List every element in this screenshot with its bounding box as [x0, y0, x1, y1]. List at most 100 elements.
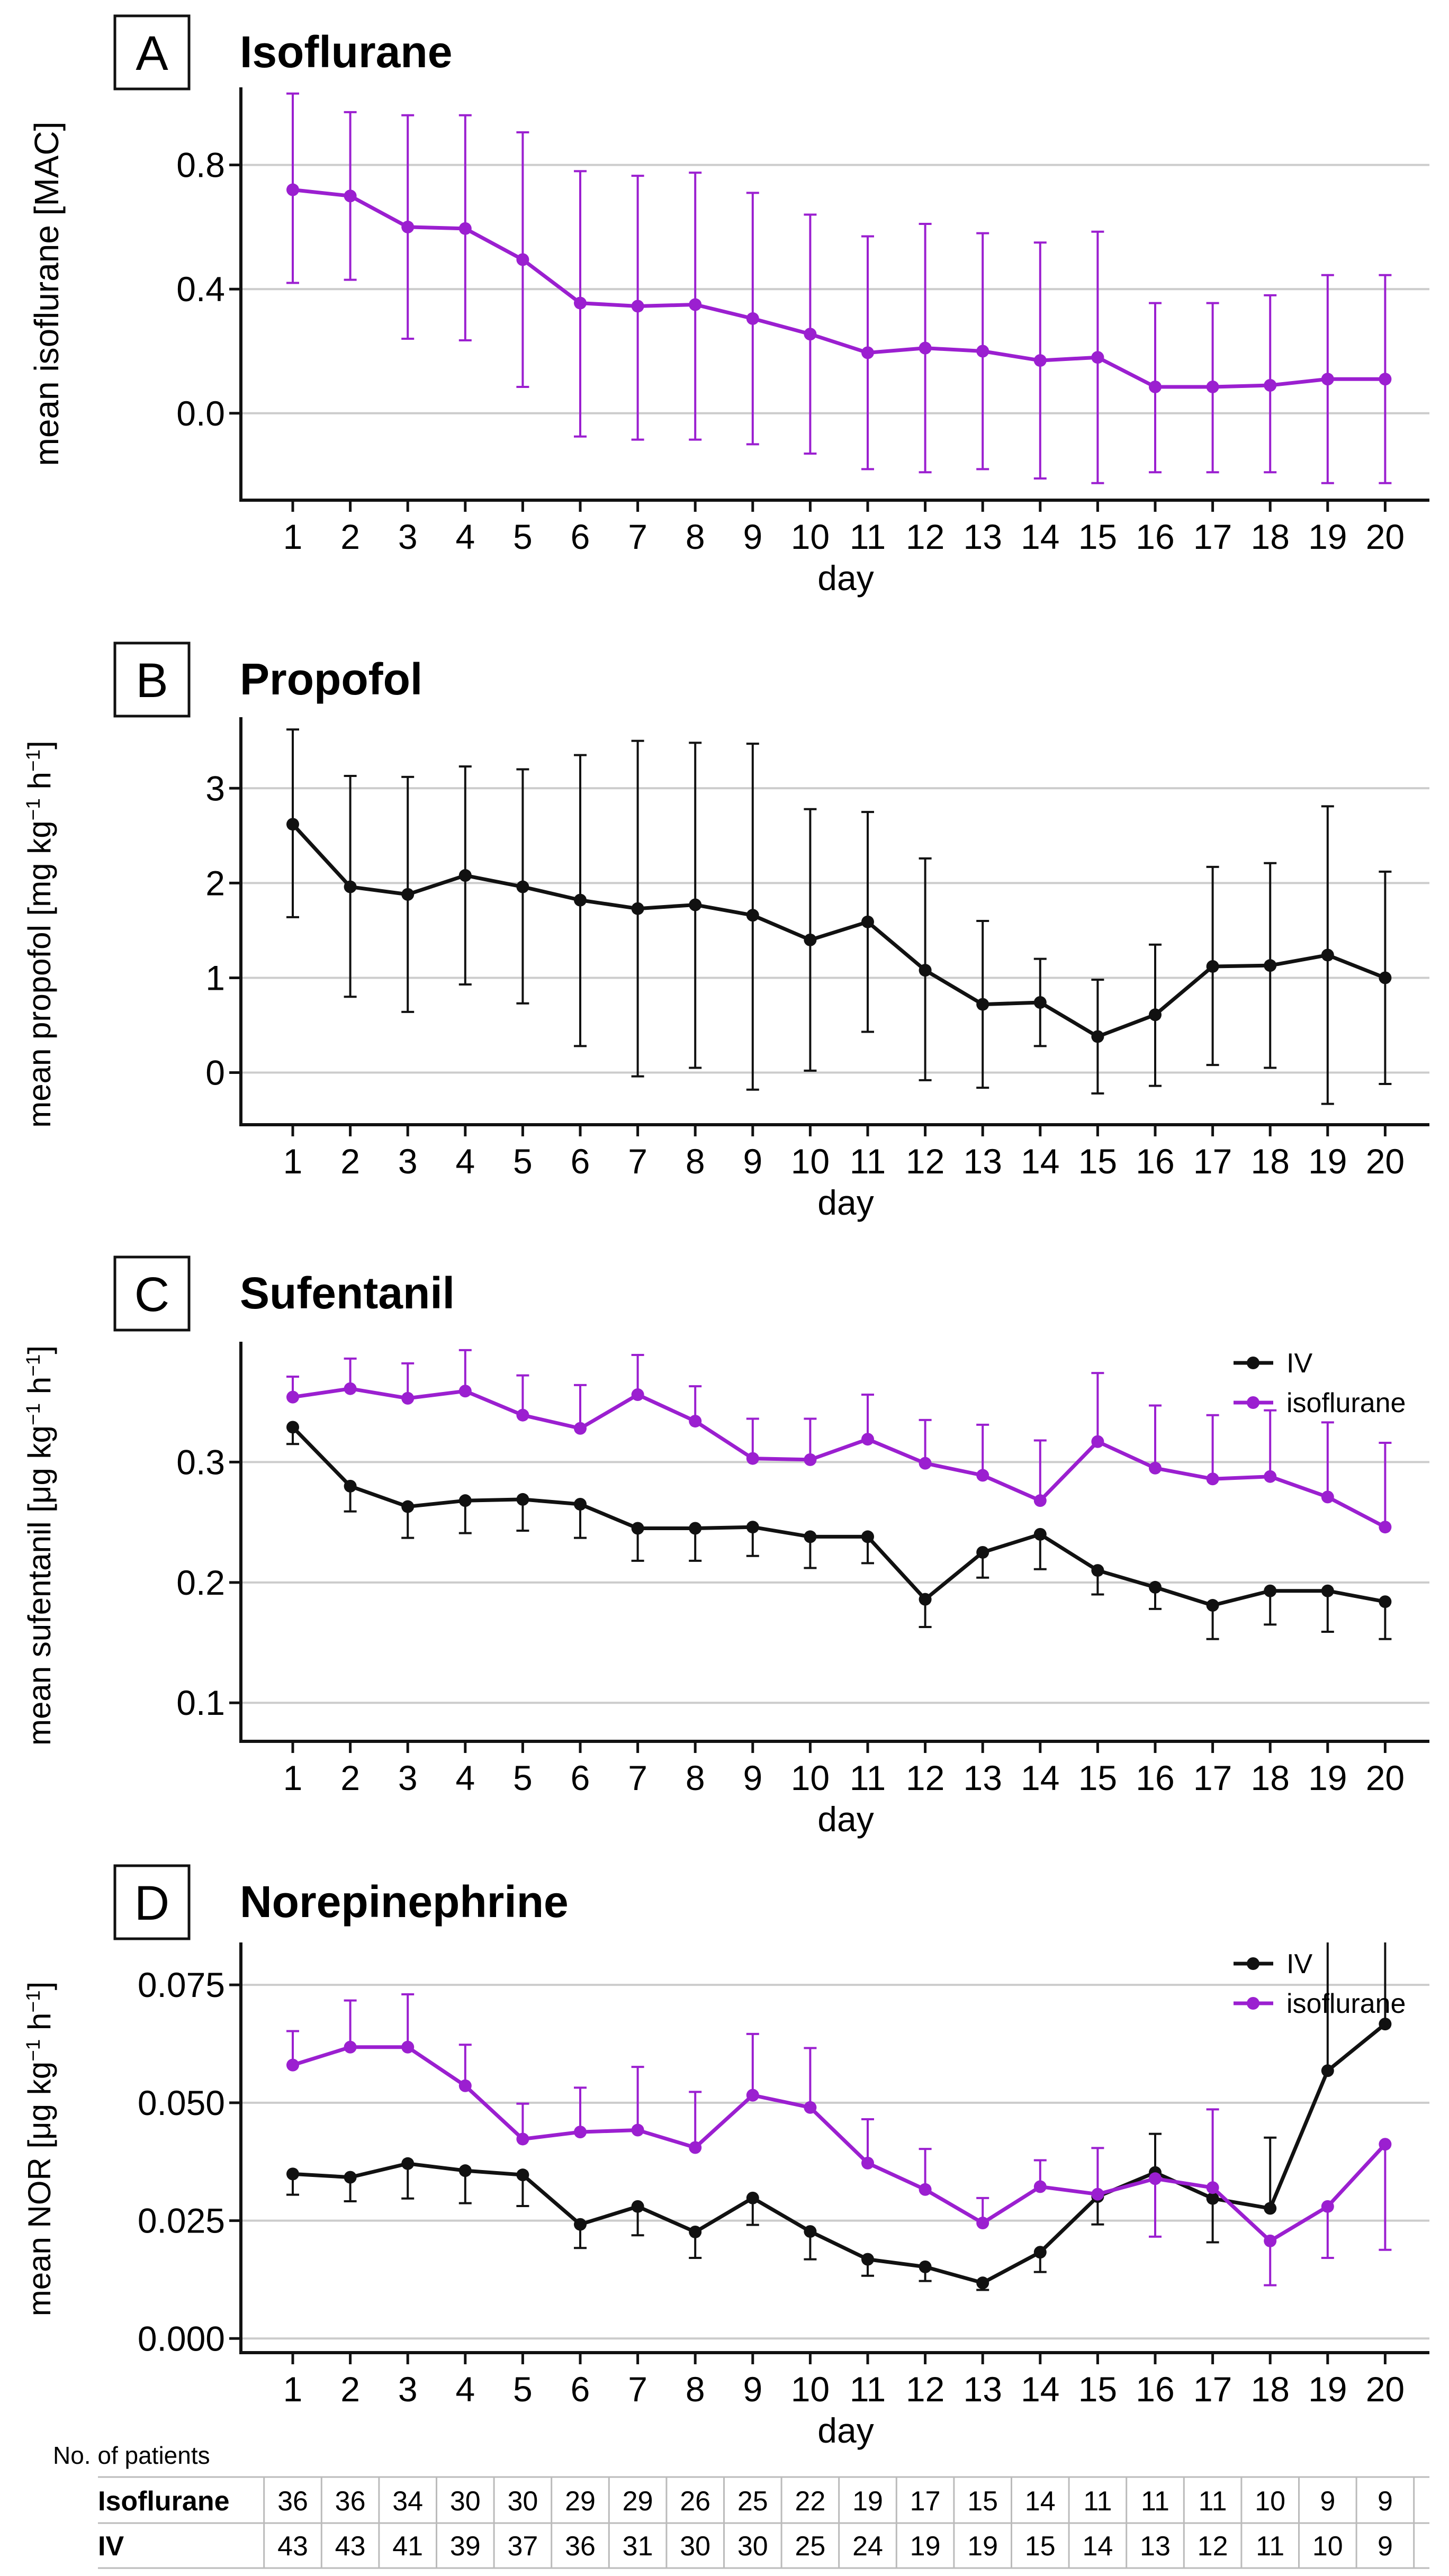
x-tick-label: 3 — [398, 2370, 418, 2409]
data-point — [516, 880, 529, 893]
x-tick-label: 19 — [1308, 517, 1347, 556]
x-tick-label: 16 — [1136, 1142, 1174, 1181]
table-cell: 9 — [1320, 2486, 1335, 2517]
legend: IV isoflurane — [1234, 1949, 1406, 2019]
x-axis-label: day — [817, 1800, 874, 1839]
data-point — [631, 1388, 644, 1402]
x-tick-label: 13 — [963, 2370, 1002, 2409]
data-point — [861, 2253, 874, 2266]
x-tick-label: 12 — [906, 1758, 944, 1797]
data-point — [1264, 1470, 1277, 1483]
panel-letter-box — [113, 1864, 191, 1940]
data-point — [1379, 373, 1392, 386]
table-cell: 10 — [1255, 2486, 1285, 2517]
x-tick-label: 15 — [1078, 517, 1117, 556]
x-tick-label: 18 — [1250, 1142, 1289, 1181]
x-tick-label: 2 — [340, 2370, 360, 2409]
data-point — [1379, 971, 1392, 984]
y-axis-label: mean propofol [mg kg−1 h−1] — [22, 740, 57, 1127]
x-tick-label: 4 — [455, 2370, 475, 2409]
x-tick-label: 1 — [283, 1142, 303, 1181]
data-point — [976, 2276, 989, 2290]
x-tick-label: 11 — [850, 1758, 886, 1797]
data-point — [1033, 2246, 1047, 2259]
x-tick-label: 7 — [628, 1142, 647, 1181]
table-cell: 36 — [277, 2486, 308, 2517]
series-line — [292, 2045, 1387, 2243]
series-isoflurane — [286, 1349, 1392, 1534]
data-point — [1264, 379, 1277, 392]
data-point — [401, 2157, 415, 2170]
data-point — [1206, 2181, 1219, 2194]
x-tick-label: 17 — [1193, 2370, 1232, 2409]
y-tick-label: 0.025 — [138, 2201, 225, 2240]
panel-letter-box — [113, 1255, 191, 1332]
x-tick-label: 14 — [1021, 1142, 1059, 1181]
x-tick-label: 13 — [963, 517, 1002, 556]
data-point — [1321, 1490, 1334, 1504]
data-point — [1149, 380, 1162, 393]
data-point — [458, 2164, 472, 2177]
table-cell: 41 — [392, 2531, 423, 2562]
panel-title: Propofol — [240, 654, 422, 704]
x-axis-label: day — [817, 558, 874, 598]
x-tick-label: 13 — [963, 1758, 1002, 1797]
x-tick-label: 16 — [1136, 2370, 1174, 2409]
data-point — [286, 183, 299, 196]
y-tick-label: 0.0 — [176, 394, 225, 433]
data-point — [286, 818, 299, 831]
x-tick-label: 8 — [686, 1142, 705, 1181]
table-cell: 36 — [335, 2486, 366, 2517]
table-cell: 29 — [623, 2486, 653, 2517]
data-point — [574, 893, 587, 907]
x-tick-label: 11 — [850, 2370, 886, 2409]
table-cell: 19 — [967, 2531, 998, 2562]
x-tick-label: 17 — [1193, 1142, 1232, 1181]
series-iv — [286, 728, 1392, 1105]
patient-count-table: No. of patients Isoflurane 36 36 34 30 30 29 29 2… — [53, 2442, 1429, 2569]
y-tick-label: 0.4 — [176, 269, 225, 309]
data-point — [1379, 1595, 1392, 1608]
x-tick-label: 6 — [571, 517, 590, 556]
x-tick-label: 11 — [850, 517, 886, 556]
data-point — [1206, 2192, 1219, 2205]
data-point — [919, 1593, 932, 1606]
x-tick-label: 1 — [283, 517, 303, 556]
x-tick-label: 4 — [455, 517, 475, 556]
chart-panel-a: 0.00.40.81 2 3 4 5 6 7 8 9 10 11 12 13 14 15 16 17 18 19 20… — [28, 14, 1429, 598]
data-point — [1091, 2188, 1104, 2201]
x-tick-label: 9 — [743, 1142, 762, 1181]
data-point — [1321, 1584, 1334, 1597]
data-point — [976, 2217, 989, 2230]
data-point — [401, 888, 415, 901]
series-line — [291, 822, 1386, 1038]
data-point — [1264, 2234, 1277, 2247]
data-point — [804, 2225, 817, 2238]
legend: IV isoflurane — [1234, 1348, 1406, 1418]
table-cell: 25 — [737, 2486, 768, 2517]
data-point — [458, 222, 472, 235]
x-tick-label: 6 — [571, 1142, 590, 1181]
y-tick-label: 1 — [205, 958, 225, 997]
table-cell: 22 — [795, 2486, 825, 2517]
table-cell: 14 — [1025, 2486, 1056, 2517]
series-line — [292, 188, 1385, 389]
data-point — [1091, 1030, 1104, 1043]
data-point — [804, 2101, 817, 2114]
panel-title: Sufentanil — [240, 1268, 455, 1318]
table-cell: 11 — [1199, 2486, 1227, 2517]
y-tick-label: 0.2 — [176, 1563, 225, 1602]
series-line — [292, 2022, 1387, 2285]
data-point — [861, 2156, 874, 2170]
data-point — [1149, 1008, 1162, 1022]
data-point — [1149, 2172, 1162, 2185]
data-point — [631, 1522, 644, 1535]
data-point — [631, 300, 644, 313]
data-point — [689, 1415, 702, 1428]
data-point — [1264, 2202, 1277, 2215]
y-axis-label: mean isoflurane [MAC] — [28, 122, 66, 466]
data-point — [516, 1408, 529, 1422]
x-tick-label: 9 — [743, 517, 762, 556]
table-cell: 11 — [1256, 2531, 1284, 2562]
data-point — [1091, 351, 1104, 364]
